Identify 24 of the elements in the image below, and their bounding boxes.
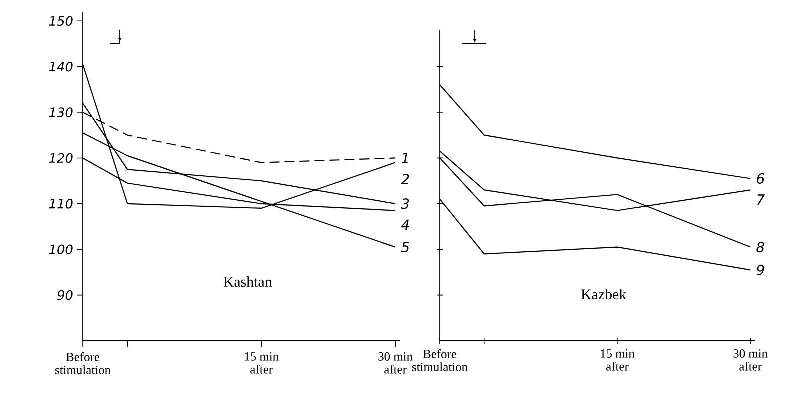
text: Kazbek	[581, 289, 627, 300]
series-label: 2	[401, 174, 410, 184]
series-label: 1	[402, 153, 408, 164]
x-tick-label: Before stimulation	[55, 352, 111, 374]
y-tick-label: 130	[49, 108, 73, 118]
series-label: 9	[756, 264, 764, 276]
y-tick-label: 110	[49, 199, 73, 209]
y-tick-label: 90	[58, 290, 73, 300]
series-label: 5	[401, 242, 410, 253]
y-tick-label: 120	[49, 153, 73, 164]
series-label: 3	[401, 198, 410, 210]
x-tick-label: Before stimulation	[412, 350, 468, 372]
x-tick-label: 30 min after	[734, 350, 768, 371]
x-tick-label: 30 min after	[378, 352, 413, 374]
series-label: 6	[757, 173, 764, 184]
text: Kashtan	[224, 276, 272, 288]
y-tick-label: 100	[49, 244, 73, 255]
series-label: 7	[758, 194, 765, 205]
y-tick-label: 150	[49, 16, 73, 26]
series-label: 8	[756, 242, 764, 253]
x-tick-label: 15 min after	[245, 352, 279, 374]
y-tick-label: 140	[49, 62, 73, 72]
x-tick-label: 15 min after	[601, 350, 635, 371]
series-label: 4	[401, 220, 410, 230]
